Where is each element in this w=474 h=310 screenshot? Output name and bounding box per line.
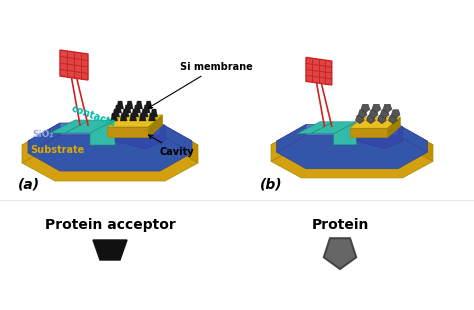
Text: contacts: contacts (70, 104, 117, 129)
Polygon shape (350, 128, 387, 137)
Text: (a): (a) (18, 177, 40, 191)
Polygon shape (136, 101, 143, 109)
Polygon shape (276, 125, 306, 152)
Polygon shape (271, 128, 301, 162)
Polygon shape (389, 115, 397, 124)
Polygon shape (141, 109, 148, 117)
Polygon shape (50, 120, 90, 133)
Text: SiO₂: SiO₂ (32, 130, 54, 139)
Polygon shape (28, 135, 192, 171)
Polygon shape (117, 101, 124, 109)
Polygon shape (350, 117, 401, 128)
Polygon shape (126, 101, 133, 109)
Polygon shape (122, 109, 129, 117)
Polygon shape (398, 125, 428, 152)
Polygon shape (132, 109, 138, 117)
Polygon shape (356, 119, 402, 148)
Polygon shape (402, 128, 433, 162)
Polygon shape (366, 115, 375, 124)
Polygon shape (60, 50, 88, 80)
Polygon shape (387, 117, 401, 137)
Polygon shape (90, 120, 115, 145)
Polygon shape (65, 120, 115, 133)
Polygon shape (165, 127, 198, 163)
Polygon shape (380, 110, 389, 118)
Polygon shape (392, 110, 400, 118)
Polygon shape (120, 113, 127, 121)
Polygon shape (297, 122, 334, 134)
Polygon shape (149, 113, 155, 121)
Polygon shape (369, 110, 378, 118)
Text: Si membrane: Si membrane (148, 62, 253, 108)
Polygon shape (334, 122, 356, 145)
Text: (b): (b) (260, 177, 283, 191)
Polygon shape (22, 145, 198, 181)
Polygon shape (108, 127, 148, 137)
Polygon shape (148, 115, 163, 137)
Polygon shape (115, 105, 122, 113)
Polygon shape (143, 105, 150, 113)
Polygon shape (124, 105, 131, 113)
Polygon shape (22, 127, 55, 163)
Polygon shape (139, 113, 146, 121)
Text: Protein: Protein (311, 218, 369, 232)
Polygon shape (115, 117, 165, 149)
Polygon shape (160, 123, 192, 153)
Polygon shape (324, 238, 356, 269)
Polygon shape (22, 127, 198, 163)
Polygon shape (28, 123, 60, 153)
Text: Protein acceptor: Protein acceptor (45, 218, 175, 232)
Polygon shape (145, 101, 152, 109)
Polygon shape (377, 115, 386, 124)
Polygon shape (110, 113, 118, 121)
Text: Cavity: Cavity (148, 135, 195, 157)
Polygon shape (108, 115, 163, 127)
Polygon shape (134, 105, 141, 113)
Polygon shape (129, 113, 137, 121)
Polygon shape (356, 115, 364, 124)
Text: Substrate: Substrate (30, 145, 84, 155)
Polygon shape (361, 104, 370, 113)
Polygon shape (276, 125, 428, 158)
Polygon shape (271, 145, 433, 178)
Polygon shape (276, 135, 428, 169)
Polygon shape (372, 104, 381, 113)
Polygon shape (93, 240, 127, 260)
Polygon shape (113, 109, 119, 117)
Polygon shape (271, 128, 433, 162)
Polygon shape (358, 110, 367, 118)
Polygon shape (383, 104, 392, 113)
Polygon shape (310, 122, 356, 134)
Polygon shape (151, 109, 157, 117)
Polygon shape (306, 57, 332, 85)
Polygon shape (28, 123, 192, 159)
